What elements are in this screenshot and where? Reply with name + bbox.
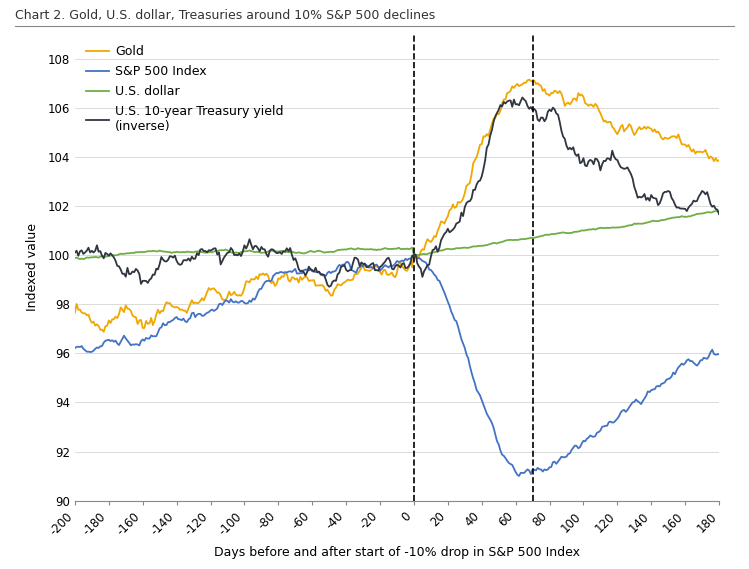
U.S. 10-year Treasury yield
(inverse): [246, 241, 255, 248]
U.S. 10-year Treasury yield
(inverse): [575, 160, 584, 167]
S&P 500 Index: [70, 345, 79, 352]
Text: Chart 2. Gold, U.S. dollar, Treasuries around 10% S&P 500 declines: Chart 2. Gold, U.S. dollar, Treasuries a…: [15, 9, 435, 22]
U.S. dollar: [489, 240, 498, 246]
Gold: [715, 157, 724, 164]
Gold: [482, 131, 491, 138]
U.S. dollar: [715, 208, 724, 215]
U.S. dollar: [166, 249, 175, 255]
S&P 500 Index: [246, 299, 255, 306]
U.S. dollar: [482, 242, 491, 249]
U.S. dollar: [249, 248, 258, 255]
U.S. 10-year Treasury yield
(inverse): [70, 249, 79, 256]
S&P 500 Index: [489, 424, 498, 431]
U.S. 10-year Treasury yield
(inverse): [96, 248, 105, 254]
Line: Gold: Gold: [75, 80, 719, 332]
U.S. dollar: [79, 255, 88, 262]
Gold: [525, 76, 534, 83]
Gold: [575, 92, 584, 99]
Y-axis label: Indexed value: Indexed value: [26, 224, 40, 311]
Gold: [249, 276, 258, 283]
U.S. 10-year Treasury yield
(inverse): [489, 118, 498, 125]
S&P 500 Index: [575, 444, 584, 451]
S&P 500 Index: [482, 410, 491, 417]
S&P 500 Index: [96, 343, 105, 350]
Gold: [99, 328, 108, 335]
Legend: Gold, S&P 500 Index, U.S. dollar, U.S. 10-year Treasury yield
(inverse): Gold, S&P 500 Index, U.S. dollar, U.S. 1…: [81, 40, 288, 138]
S&P 500 Index: [515, 472, 524, 479]
U.S. 10-year Treasury yield
(inverse): [715, 211, 724, 217]
Gold: [70, 309, 79, 316]
U.S. 10-year Treasury yield
(inverse): [518, 94, 527, 101]
Line: S&P 500 Index: S&P 500 Index: [75, 255, 719, 476]
U.S. 10-year Treasury yield
(inverse): [482, 144, 491, 151]
S&P 500 Index: [715, 351, 724, 357]
U.S. dollar: [70, 254, 79, 261]
U.S. 10-year Treasury yield
(inverse): [324, 283, 333, 290]
Gold: [96, 327, 105, 333]
S&P 500 Index: [163, 319, 172, 325]
Line: U.S. dollar: U.S. dollar: [75, 211, 719, 259]
U.S. dollar: [574, 228, 583, 235]
Gold: [166, 300, 175, 307]
X-axis label: Days before and after start of -10% drop in S&P 500 Index: Days before and after start of -10% drop…: [214, 546, 580, 559]
U.S. dollar: [713, 208, 722, 215]
S&P 500 Index: [410, 251, 419, 258]
Line: U.S. 10-year Treasury yield
(inverse): U.S. 10-year Treasury yield (inverse): [75, 97, 719, 287]
U.S. dollar: [97, 253, 106, 259]
Gold: [489, 115, 498, 122]
U.S. 10-year Treasury yield
(inverse): [163, 257, 172, 263]
